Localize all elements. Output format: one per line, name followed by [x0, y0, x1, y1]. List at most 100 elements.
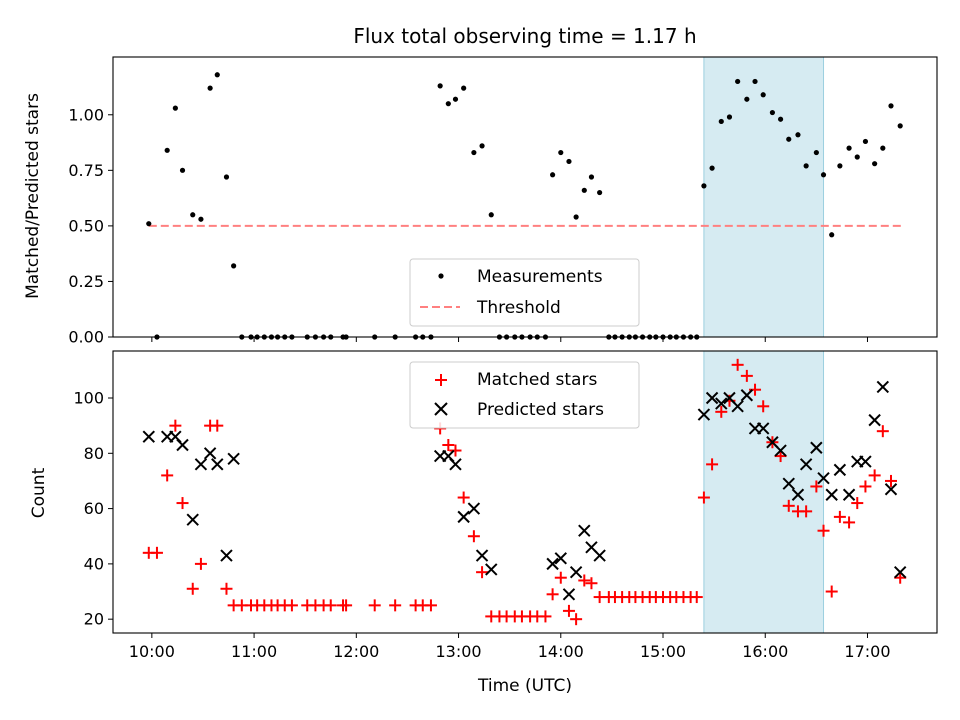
chart-title: Flux total observing time = 1.17 h: [353, 24, 696, 48]
predicted-point: [825, 488, 838, 501]
predicted-point: [227, 452, 240, 466]
measurement-point: [172, 105, 178, 111]
x-tick-label: 16:00: [742, 642, 788, 661]
measurement-point: [813, 149, 819, 156]
predicted-point: [449, 458, 462, 471]
measurement-point: [760, 92, 766, 98]
ratio-axes-frame: [112, 56, 938, 338]
measurement-point: [164, 147, 170, 153]
predicted-point: [817, 471, 830, 485]
ratio-legend: Measurements Threshold: [409, 258, 640, 327]
predicted-point: [782, 477, 795, 490]
predicted-point: [176, 438, 189, 452]
measurement-point: [718, 118, 724, 125]
predicted-point: [715, 397, 728, 410]
matched-point: [150, 546, 163, 559]
predicted-point: [194, 458, 208, 471]
measurement-point: [461, 85, 467, 91]
highlight-span: [703, 350, 825, 634]
x-tick-label: 10:00: [129, 642, 175, 661]
predicted-point: [554, 552, 567, 565]
matched-point: [194, 557, 207, 570]
y-tick-label: 1.00: [68, 105, 104, 124]
measurement-point: [769, 109, 776, 116]
matched-point: [825, 585, 838, 598]
predicted-point: [593, 549, 606, 562]
predicted-point: [859, 455, 872, 468]
x-axis-label: Time (UTC): [477, 676, 572, 696]
matched-point: [894, 571, 907, 584]
matched-point: [161, 469, 174, 482]
matched-point: [585, 577, 598, 590]
ratio-y-ticks: 0.00 0.25 0.50 0.75 1.00: [68, 105, 113, 347]
x-tick-label: 12:00: [333, 642, 379, 661]
x-tick-label: 15:00: [640, 642, 686, 661]
ratio-marks: [146, 72, 903, 340]
matched-point: [570, 613, 583, 626]
predicted-point: [799, 458, 813, 471]
matched-point: [578, 574, 591, 587]
measurement-point: [471, 149, 477, 156]
measurement-point: [445, 101, 451, 107]
measurement-point: [880, 145, 886, 151]
matched-point: [782, 499, 795, 512]
matched-point: [211, 419, 224, 432]
y-tick-label: 0.25: [68, 272, 104, 291]
matched-point: [368, 599, 381, 612]
predicted-point: [220, 549, 233, 562]
predicted-point: [740, 389, 754, 402]
matched-point: [340, 599, 353, 612]
legend-marker-predicted: [434, 402, 448, 416]
predicted-point: [578, 524, 591, 537]
predicted-point: [569, 565, 583, 579]
matched-point: [800, 505, 813, 518]
highlight-span: [703, 56, 825, 338]
measurement-point: [777, 116, 784, 122]
y-tick-label: 40: [84, 554, 104, 573]
x-tick-label: 14:00: [538, 642, 584, 661]
x-tick-label: 17:00: [844, 642, 890, 661]
legend-label-threshold: Threshold: [476, 298, 561, 318]
y-tick-label: 0.50: [68, 216, 104, 235]
matched-point: [731, 358, 744, 371]
predicted-point: [562, 588, 576, 601]
legend-label-matched: Matched stars: [477, 370, 597, 390]
matched-point: [706, 458, 719, 471]
measurement-point: [803, 163, 809, 169]
matched-point: [697, 491, 710, 504]
predicted-point: [203, 447, 217, 460]
measurement-point: [437, 83, 443, 89]
measurement-point: [888, 103, 894, 109]
legend-label-measurements: Measurements: [477, 267, 603, 287]
matched-point: [876, 425, 889, 438]
matched-point: [324, 599, 337, 612]
measurement-point: [231, 263, 237, 269]
count-y-ticks: 20 40 60 80 100: [73, 389, 113, 629]
measurement-point: [897, 123, 903, 129]
predicted-point: [833, 463, 847, 477]
measurement-point: [872, 161, 878, 167]
measurement-point: [862, 138, 869, 145]
matched-point: [424, 599, 437, 612]
matched-point: [715, 405, 728, 418]
matched-point: [810, 480, 823, 493]
measurement-point: [726, 114, 733, 120]
measurement-point: [701, 183, 707, 189]
matched-point: [220, 582, 233, 595]
measurement-point: [581, 187, 587, 193]
predicted-point: [842, 488, 856, 501]
measurement-point: [573, 214, 579, 220]
measurement-point: [488, 212, 494, 218]
measurements-series: [146, 72, 903, 340]
predicted-point: [142, 430, 155, 443]
measurement-point: [795, 132, 801, 138]
predicted-point: [546, 557, 559, 571]
count-panel: 20 40 60 80 100 10:00 11:00 12:00 13:00 14:00 15:…: [29, 350, 938, 696]
matched-point: [546, 588, 559, 601]
matched-point: [457, 491, 470, 504]
y-tick-label: 60: [84, 499, 104, 518]
matched-point: [285, 599, 298, 612]
count-marks: [142, 358, 907, 626]
measurement-point: [709, 165, 715, 171]
matched-point: [169, 419, 182, 432]
